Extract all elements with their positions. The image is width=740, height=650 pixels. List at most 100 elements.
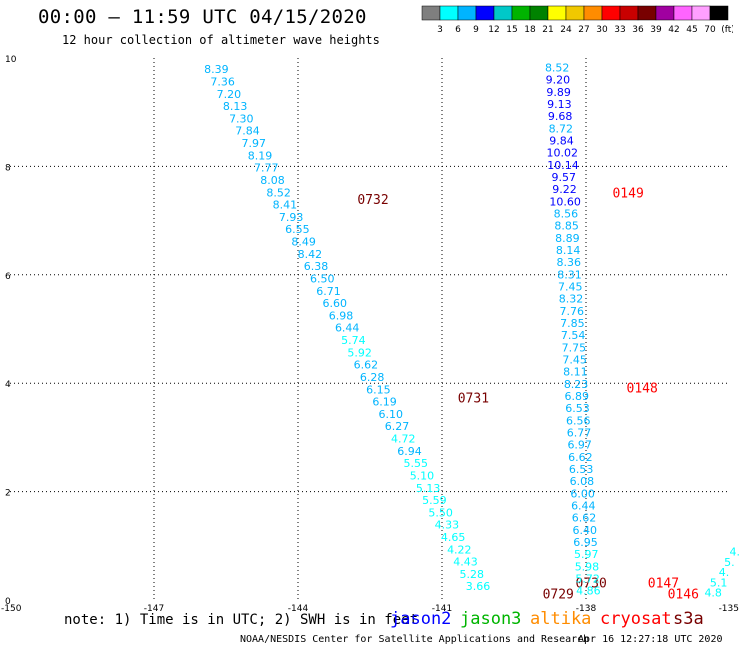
jason3-value-21: 7.85 [560,317,585,330]
jason2-value-12: 7.93 [279,211,304,224]
legend-altika: altika [530,609,592,629]
jason2-value-19: 6.60 [322,297,347,310]
legend-label-0: 3 [437,25,443,35]
legend-label-13: 42 [668,25,679,35]
legend-cryosat: cryosat [600,609,672,629]
jason3-time-label-0146: 0146 [668,588,699,603]
jason3-value-20: 7.76 [559,305,584,318]
jason2-value-21: 6.44 [335,322,360,335]
jason2-value-13: 6.55 [285,223,310,236]
x-tick-label--150: -150 [1,604,22,612]
jason3-value-9: 9.57 [551,171,576,184]
jason3-value-36: 6.44 [571,499,596,512]
jason2-value-7: 8.19 [248,149,273,162]
legend-label-8: 27 [578,25,589,35]
jason2-value-1: 7.36 [210,75,235,88]
y-tick-label-10: 10 [5,55,17,65]
jason3-value-41: 5.98 [575,560,600,573]
legend-label-11: 36 [632,25,644,35]
jason3-value-43: 4.86 [576,585,601,598]
jason3-value-17: 8.31 [557,268,582,281]
jason2-value-39: 4.22 [447,543,472,556]
jason2-time-label-0729: 0729 [543,588,574,603]
jason3-value-25: 8.11 [563,366,588,379]
jason3-value-1: 9.20 [546,74,571,87]
jason3-value-33: 6.53 [569,463,594,476]
x-tick-label--141: -141 [432,604,452,612]
legend-label-9: 30 [596,25,608,35]
legend-jason3: jason3 [460,609,522,629]
y-tick-label-0: 0 [5,597,11,607]
jason2-value-28: 6.10 [379,408,404,421]
jason3-value-13: 8.85 [554,220,579,233]
jason3-value-31: 6.97 [567,439,592,452]
jason3-value-29: 6.56 [566,414,591,427]
jason3-value-18: 7.45 [558,280,583,293]
page-subtitle: 12 hour collection of altimeter wave hei… [62,33,380,47]
jason3-value-27: 6.89 [565,390,590,403]
jason2-value-24: 6.62 [354,359,379,372]
jason2-value-40: 4.43 [453,556,478,569]
jason3-value-16: 8.36 [557,256,582,269]
jason3-value-32: 6.62 [568,451,593,464]
jason2-value-29: 6.27 [385,420,410,433]
legend-jason2: jason2 [390,609,452,629]
jason3-value-7: 10.02 [547,147,579,160]
y-tick-label-6: 6 [5,272,11,282]
jason3-value-6: 9.84 [549,135,574,148]
jason2-value-25: 6.28 [360,371,385,384]
jason2-value-22: 5.74 [341,334,366,347]
jason3-value-37: 6.62 [572,512,597,525]
jason2-value-9: 8.08 [260,174,285,187]
legend-label-2: 9 [473,25,479,35]
legend-label-3: 12 [488,25,499,35]
jason3-value-12: 8.56 [554,208,579,221]
jason3-value-28: 6.53 [565,402,590,415]
jason3-time-label-0148: 0148 [627,382,658,397]
jason2-value-18: 6.71 [316,285,341,298]
jason2-value-36: 5.50 [428,506,453,519]
jason2-value-41: 5.28 [460,568,485,581]
jason2-value-10: 8.52 [266,186,291,199]
jason3-value-34: 6.08 [570,475,595,488]
jason3-value-5: 8.72 [549,122,574,135]
jason2-value-34: 5.13 [416,482,441,495]
legend-label-5: 18 [524,25,536,35]
legend-swatch-16 [709,5,729,21]
jason2-value-31: 6.94 [397,445,422,458]
jason3-value-15: 8.14 [556,244,581,257]
jason2-value-38: 4.65 [441,531,466,544]
x-tick-label--135: -135 [719,604,739,612]
x-tick-label--144: -144 [288,604,309,612]
legend-label-12: 39 [650,25,662,35]
jason2-value-11: 8.41 [273,199,298,212]
jason3-value-35: 6.00 [570,487,595,500]
jason2-value-17: 6.50 [310,272,335,285]
generated-timestamp: Apr 16 12:27:18 UTC 2020 [578,634,723,645]
jason3-value-10: 9.22 [552,183,577,196]
legend-label-7: 24 [560,25,572,35]
legend-label-6: 21 [542,25,553,35]
jason3-value-40: 5.97 [574,548,599,561]
jason3-value-22: 7.54 [561,329,586,342]
page-title: 00:00 — 11:59 UTC 04/15/2020 [38,6,367,28]
jason3-value-0: 8.52 [545,62,570,75]
jason3-value-39: 6.95 [573,536,598,549]
jason2-value-4: 7.30 [229,112,254,125]
legend-label-1: 6 [455,25,461,35]
jason3-value-38: 6.40 [573,524,598,537]
jason2-value-15: 8.42 [298,248,323,261]
y-tick-label-4: 4 [5,380,11,390]
jason3-value-24: 7.45 [562,353,587,366]
jason3-value-4: 9.68 [548,110,573,123]
jason2-value-30: 4.72 [391,433,416,446]
jason2-value-3: 8.13 [223,100,248,113]
x-tick-label--147: -147 [144,604,164,612]
jason2-value-33: 5.10 [410,469,435,482]
altika-value-2: 4. [719,566,730,579]
jason3-time-label-0147: 0147 [648,577,679,592]
altika-value-3: 5.1 [710,576,728,589]
jason3-value-11: 10.60 [549,195,581,208]
jason2-value-2: 7.20 [217,88,242,101]
